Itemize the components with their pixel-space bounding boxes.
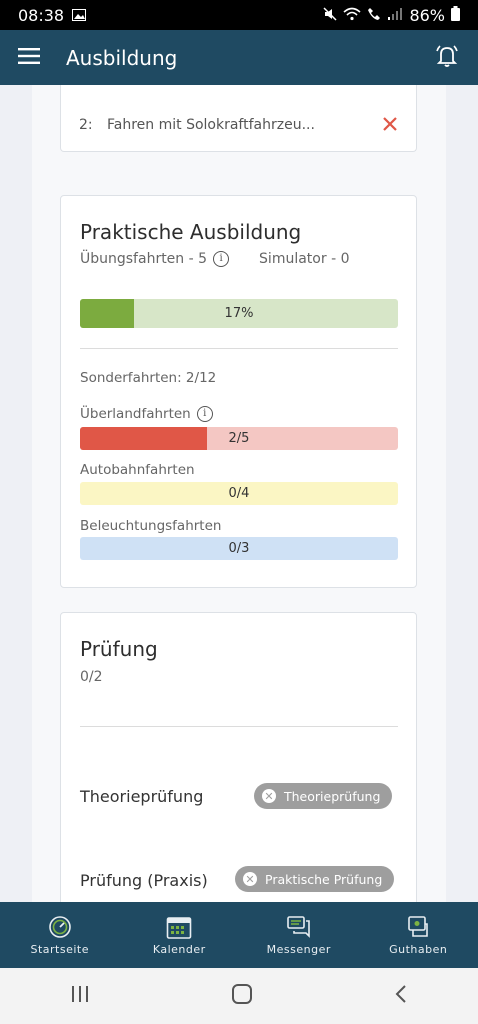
ride-label-text: Überlandfahrten	[80, 406, 191, 422]
battery-level: 86%	[409, 5, 445, 25]
status-time: 08:38	[18, 5, 65, 25]
failed-x-icon	[382, 113, 398, 138]
nav-guthaben[interactable]: Guthaben	[359, 902, 478, 968]
call-icon	[367, 6, 381, 25]
home-icon[interactable]	[231, 983, 253, 1009]
nav-startseite[interactable]: Startseite	[0, 902, 120, 968]
theory-item-number: 2:	[79, 117, 93, 133]
speedometer-icon	[48, 915, 71, 938]
info-icon[interactable]: i	[213, 251, 230, 267]
recent-apps-icon[interactable]	[70, 985, 90, 1007]
ride-value: 2/5	[228, 431, 250, 446]
nav-messenger[interactable]: Messenger	[239, 902, 359, 968]
sonderfahrten-count: Sonderfahrten: 2/12	[80, 370, 217, 386]
ride-label-ueberland: Überlandfahrten i	[80, 406, 213, 422]
practical-exam-chip[interactable]: ✕ Praktische Prüfung	[235, 866, 395, 892]
close-icon: ✕	[243, 872, 257, 886]
app-bar: Ausbildung	[0, 30, 478, 85]
menu-icon[interactable]	[18, 47, 40, 68]
uebungsfahrten-count: Übungsfahrten - 5	[80, 251, 208, 267]
main-content[interactable]: 2: Fahren mit Solokraftfahrzeu... Prakti…	[0, 85, 478, 902]
wallet-icon	[408, 915, 429, 937]
nav-label: Guthaben	[389, 942, 448, 956]
divider	[80, 726, 398, 727]
status-bar: 08:38 86%	[0, 0, 478, 30]
theory-exam-chip-label: Theorieprüfung	[284, 788, 381, 804]
close-icon: ✕	[262, 789, 276, 803]
nav-label: Kalender	[152, 942, 206, 956]
battery-icon	[451, 5, 460, 25]
theory-exam-label: Theorieprüfung	[80, 787, 204, 806]
back-icon[interactable]	[394, 984, 408, 1008]
signal-icon	[387, 6, 403, 25]
system-navigation-bar	[0, 968, 478, 1024]
nav-label: Startseite	[30, 942, 89, 956]
nav-kalender[interactable]: Kalender	[120, 902, 240, 968]
simulator-count: Simulator - 0	[259, 251, 350, 267]
theory-item-text: Fahren mit Solokraftfahrzeu...	[107, 117, 315, 133]
progress-fill	[80, 299, 135, 328]
page-title: Ausbildung	[66, 45, 178, 70]
ride-bar-autobahn: 0/4	[80, 482, 398, 505]
theory-item[interactable]: 2: Fahren mit Solokraftfahrzeu...	[79, 113, 398, 137]
ride-label-autobahn: Autobahnfahrten	[80, 462, 195, 478]
ride-label-beleuchtung: Beleuchtungsfahrten	[80, 518, 222, 534]
practical-exam-label: Prüfung (Praxis)	[80, 871, 208, 890]
notification-bell-icon[interactable]	[434, 43, 460, 73]
info-icon[interactable]: i	[196, 406, 213, 422]
ride-value: 0/4	[228, 486, 250, 501]
practical-summary: Übungsfahrten - 5 i Simulator - 0	[80, 251, 349, 267]
gallery-icon	[72, 6, 87, 25]
exam-card: Prüfung 0/2 Theorieprüfung ✕ Theorieprüf…	[60, 612, 417, 902]
ride-bar-ueberland: 2/5	[80, 427, 398, 450]
practical-training-card: Praktische Ausbildung Übungsfahrten - 5 …	[60, 195, 417, 588]
nav-label: Messenger	[266, 942, 331, 956]
exam-title: Prüfung	[80, 637, 158, 661]
ride-value: 0/3	[228, 541, 250, 556]
progress-label: 17%	[224, 306, 254, 321]
practical-title: Praktische Ausbildung	[80, 220, 302, 244]
chat-icon	[286, 915, 310, 938]
mute-icon	[323, 6, 337, 25]
ride-bar-beleuchtung: 0/3	[80, 537, 398, 560]
training-progress-bar: 17%	[80, 299, 398, 328]
practical-exam-chip-label: Praktische Prüfung	[265, 871, 383, 887]
divider	[80, 348, 398, 349]
exam-count: 0/2	[80, 669, 103, 685]
theory-exam-chip[interactable]: ✕ Theorieprüfung	[254, 783, 393, 809]
calendar-icon	[166, 916, 192, 939]
theory-card: 2: Fahren mit Solokraftfahrzeu...	[60, 85, 417, 152]
bottom-navigation: Startseite Kalender Messenger Guthaben	[0, 902, 478, 968]
wifi-icon	[343, 6, 361, 25]
ride-fill	[80, 427, 208, 450]
